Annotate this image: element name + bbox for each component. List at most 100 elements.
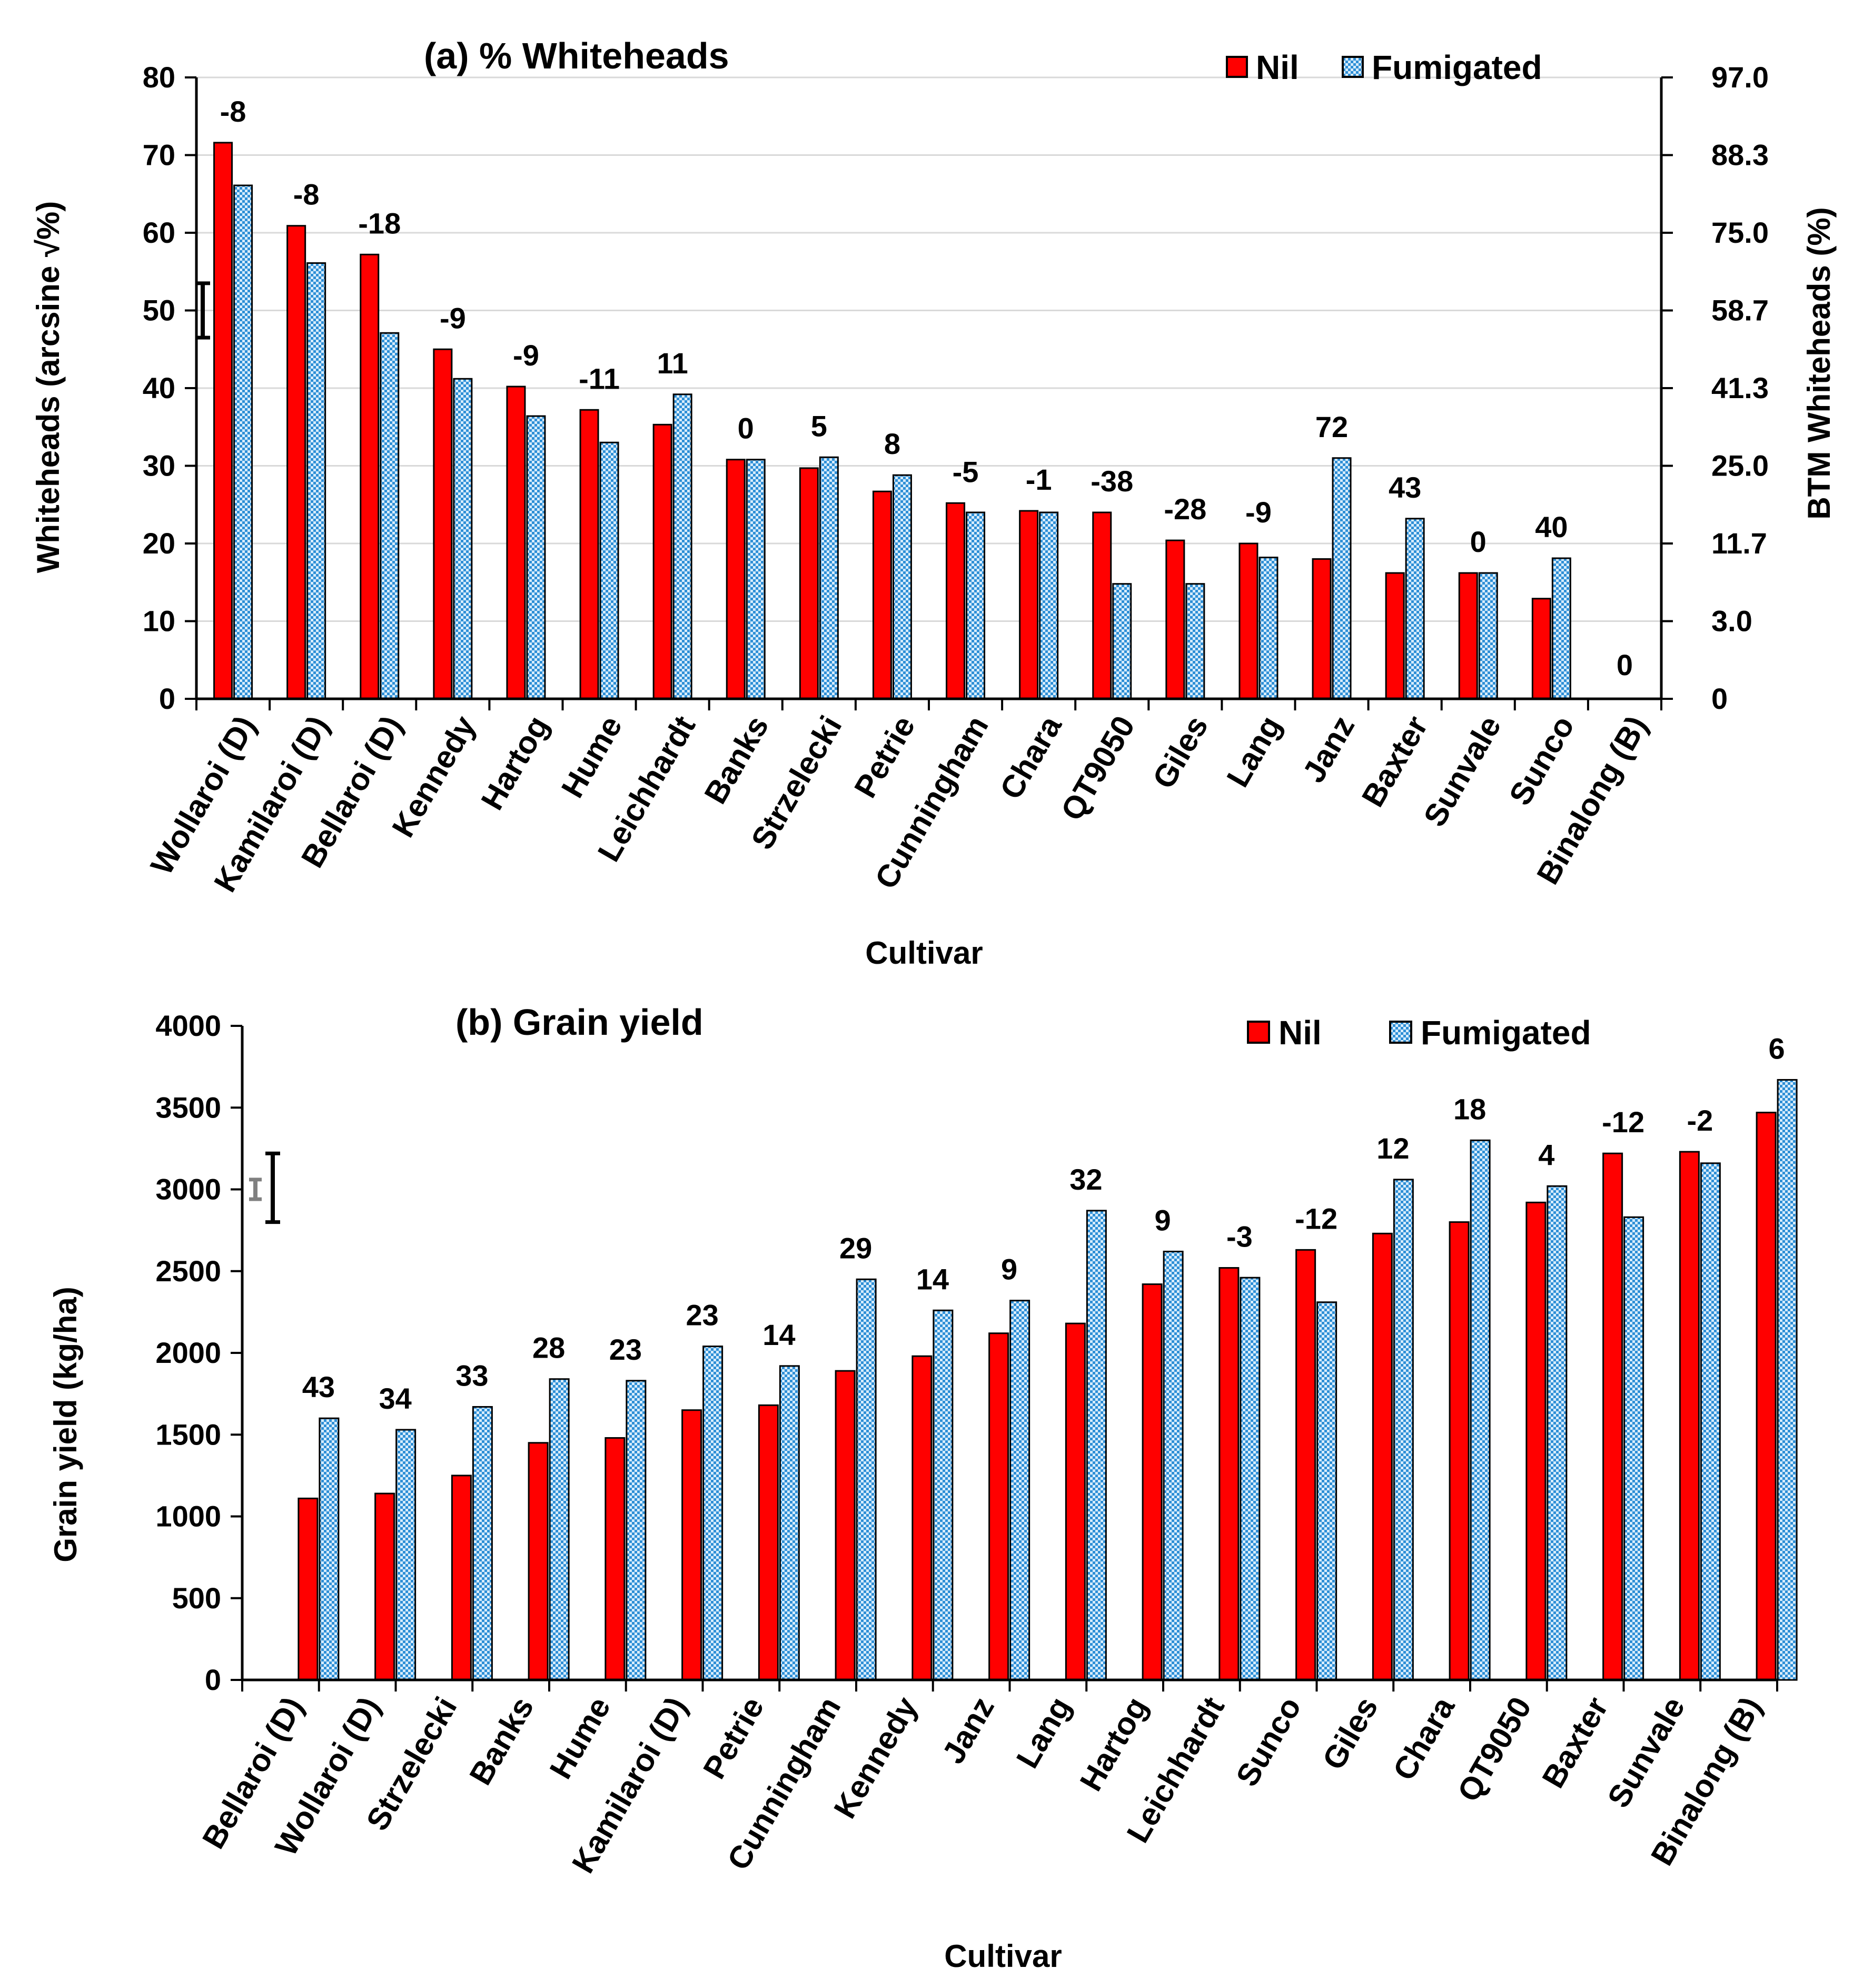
c0-annotation-11: -1 xyxy=(1026,463,1052,496)
c0-bar-nil-7 xyxy=(726,459,746,700)
c0-bar-fumigated-10 xyxy=(966,511,986,700)
c0-right-tick-label-1: 3.0 xyxy=(1711,605,1752,638)
c1-bar-nil-5 xyxy=(681,1409,702,1681)
c1-annotation-10: 32 xyxy=(1069,1163,1102,1196)
c1-bar-nil-13 xyxy=(1295,1249,1316,1681)
c1-bar-fumigated-6 xyxy=(779,1365,800,1681)
c1-y-tick-label-7: 3500 xyxy=(155,1091,221,1124)
c1-bar-fumigated-18 xyxy=(1700,1162,1721,1681)
c1-category-label-16: QT9050 xyxy=(1451,1691,1538,1807)
legend-b-fumigated-label: Fumigated xyxy=(1421,1014,1591,1052)
c0-category-label-14: Lang xyxy=(1220,710,1289,793)
c1-y-tick-label-8: 4000 xyxy=(155,1009,221,1042)
c1-annotation-7: 29 xyxy=(839,1231,872,1264)
c0-bar-nil-18 xyxy=(1531,598,1551,700)
c0-bar-nil-17 xyxy=(1458,572,1478,700)
c1-bar-nil-16 xyxy=(1525,1201,1547,1681)
legend-a-nil-swatch xyxy=(1226,56,1248,78)
c0-bar-fumigated-7 xyxy=(746,459,766,700)
c0-category-label-9: Petrie xyxy=(847,710,921,804)
c1-annotation-0: 43 xyxy=(302,1370,335,1403)
c0-bar-nil-0 xyxy=(213,142,233,700)
c1-bar-fumigated-19 xyxy=(1777,1079,1798,1681)
c1-annotation-2: 33 xyxy=(455,1359,488,1392)
c1-annotation-14: 12 xyxy=(1376,1132,1409,1165)
c0-bar-nil-2 xyxy=(360,253,380,700)
legend-a-nil-label: Nil xyxy=(1256,48,1299,86)
c1-category-label-6: Petrie xyxy=(696,1691,770,1785)
c0-category-label-5: Hume xyxy=(554,710,629,804)
c0-right-tick-label-3: 25.0 xyxy=(1711,449,1769,482)
c0-right-tick-label-7: 88.3 xyxy=(1711,139,1769,172)
c0-bar-fumigated-8 xyxy=(819,456,839,700)
c0-bar-fumigated-4 xyxy=(526,415,546,700)
c1-bar-nil-7 xyxy=(835,1370,856,1681)
c0-bar-nil-8 xyxy=(799,467,819,700)
chart-b-title: (b) Grain yield xyxy=(455,1002,703,1043)
c1-annotation-8: 14 xyxy=(916,1262,949,1295)
chart-b-annotations: 43 34 33 28 23 23 14 29 14 9 32 9 -3 -12 12 18 4 -12 -2 6 xyxy=(302,1032,1785,1415)
c1-annotation-3: 28 xyxy=(532,1331,565,1364)
c0-bar-fumigated-11 xyxy=(1039,511,1059,700)
c1-y-tick-label-5: 2500 xyxy=(155,1254,221,1288)
c0-annotation-17: 0 xyxy=(1470,525,1486,558)
c1-y-tick-label-3: 1500 xyxy=(155,1418,221,1451)
c0-annotation-4: -9 xyxy=(513,339,539,372)
c1-bar-fumigated-14 xyxy=(1393,1179,1414,1681)
chart-a-title: (a) % Whiteheads xyxy=(424,35,729,76)
c0-y-tick-label-0: 0 xyxy=(159,682,175,715)
c1-bar-fumigated-13 xyxy=(1316,1301,1337,1681)
c1-annotation-6: 14 xyxy=(762,1318,795,1351)
c1-annotation-16: 4 xyxy=(1538,1138,1554,1171)
c1-category-label-11: Hartog xyxy=(1073,1691,1155,1797)
c0-category-label-13: Giles xyxy=(1146,710,1215,795)
c1-annotation-11: 9 xyxy=(1155,1203,1171,1237)
chart-a-y-ticks: 0 10 20 30 40 50 60 70 80 xyxy=(143,61,196,715)
c1-y-tick-label-1: 500 xyxy=(172,1581,221,1615)
c1-bar-fumigated-8 xyxy=(933,1309,954,1681)
c0-bar-nil-13 xyxy=(1165,539,1185,700)
chart-b-legend: Nil Fumigated xyxy=(1247,1014,1591,1052)
c0-bar-nil-14 xyxy=(1238,542,1258,700)
c0-annotation-1: -8 xyxy=(293,178,320,211)
c0-y-tick-label-5: 50 xyxy=(143,294,175,327)
chart-b-bars xyxy=(298,1079,1798,1681)
c0-y-tick-label-3: 30 xyxy=(143,449,175,482)
c0-annotation-10: -5 xyxy=(953,455,979,488)
c1-bar-nil-6 xyxy=(758,1404,779,1681)
c1-bar-fumigated-11 xyxy=(1163,1250,1184,1681)
c1-category-label-4: Hume xyxy=(543,1691,617,1785)
c1-y-tick-label-6: 3000 xyxy=(155,1173,221,1206)
c0-annotation-7: 0 xyxy=(738,412,754,445)
c1-bar-fumigated-1 xyxy=(395,1429,417,1681)
c1-bar-fumigated-4 xyxy=(626,1380,647,1681)
c1-y-tick-label-2: 1000 xyxy=(155,1500,221,1533)
c1-bar-fumigated-0 xyxy=(319,1417,340,1681)
c1-category-label-15: Chara xyxy=(1386,1690,1461,1786)
c1-annotation-19: 6 xyxy=(1769,1032,1785,1065)
c0-right-tick-label-2: 11.7 xyxy=(1711,527,1767,560)
c0-annotation-8: 5 xyxy=(811,409,827,442)
c0-annotation-14: -9 xyxy=(1245,496,1272,529)
c0-right-tick-label-0: 0 xyxy=(1711,682,1728,715)
c1-y-tick-label-4: 2000 xyxy=(155,1336,221,1369)
grain-yield-chart: 0 500 1000 1500 2000 2500 3000 3500 4000 Bellaro… xyxy=(48,1002,1798,1974)
chart-a-x-axis-label: Cultivar xyxy=(865,935,983,971)
c0-bar-fumigated-18 xyxy=(1551,557,1571,700)
c1-annotation-13: -12 xyxy=(1295,1202,1337,1235)
c1-bar-fumigated-2 xyxy=(472,1406,493,1681)
c1-bar-nil-9 xyxy=(988,1332,1009,1681)
c0-category-label-4: Hartog xyxy=(474,710,556,816)
c0-annotation-16: 43 xyxy=(1389,471,1421,504)
legend-a-fumigated-swatch xyxy=(1342,56,1364,78)
chart-a-right-ticks: 0 3.0 11.7 25.0 41.3 58.7 75.0 88.3 97.0 xyxy=(1661,61,1769,715)
c0-annotation-18: 40 xyxy=(1535,510,1568,543)
c1-bar-nil-4 xyxy=(604,1437,626,1681)
c1-category-label-14: Giles xyxy=(1315,1691,1384,1776)
c1-bar-fumigated-7 xyxy=(856,1278,877,1681)
c1-bar-nil-0 xyxy=(298,1497,319,1681)
c0-bar-nil-6 xyxy=(652,423,672,700)
c1-bar-nil-15 xyxy=(1449,1221,1470,1681)
